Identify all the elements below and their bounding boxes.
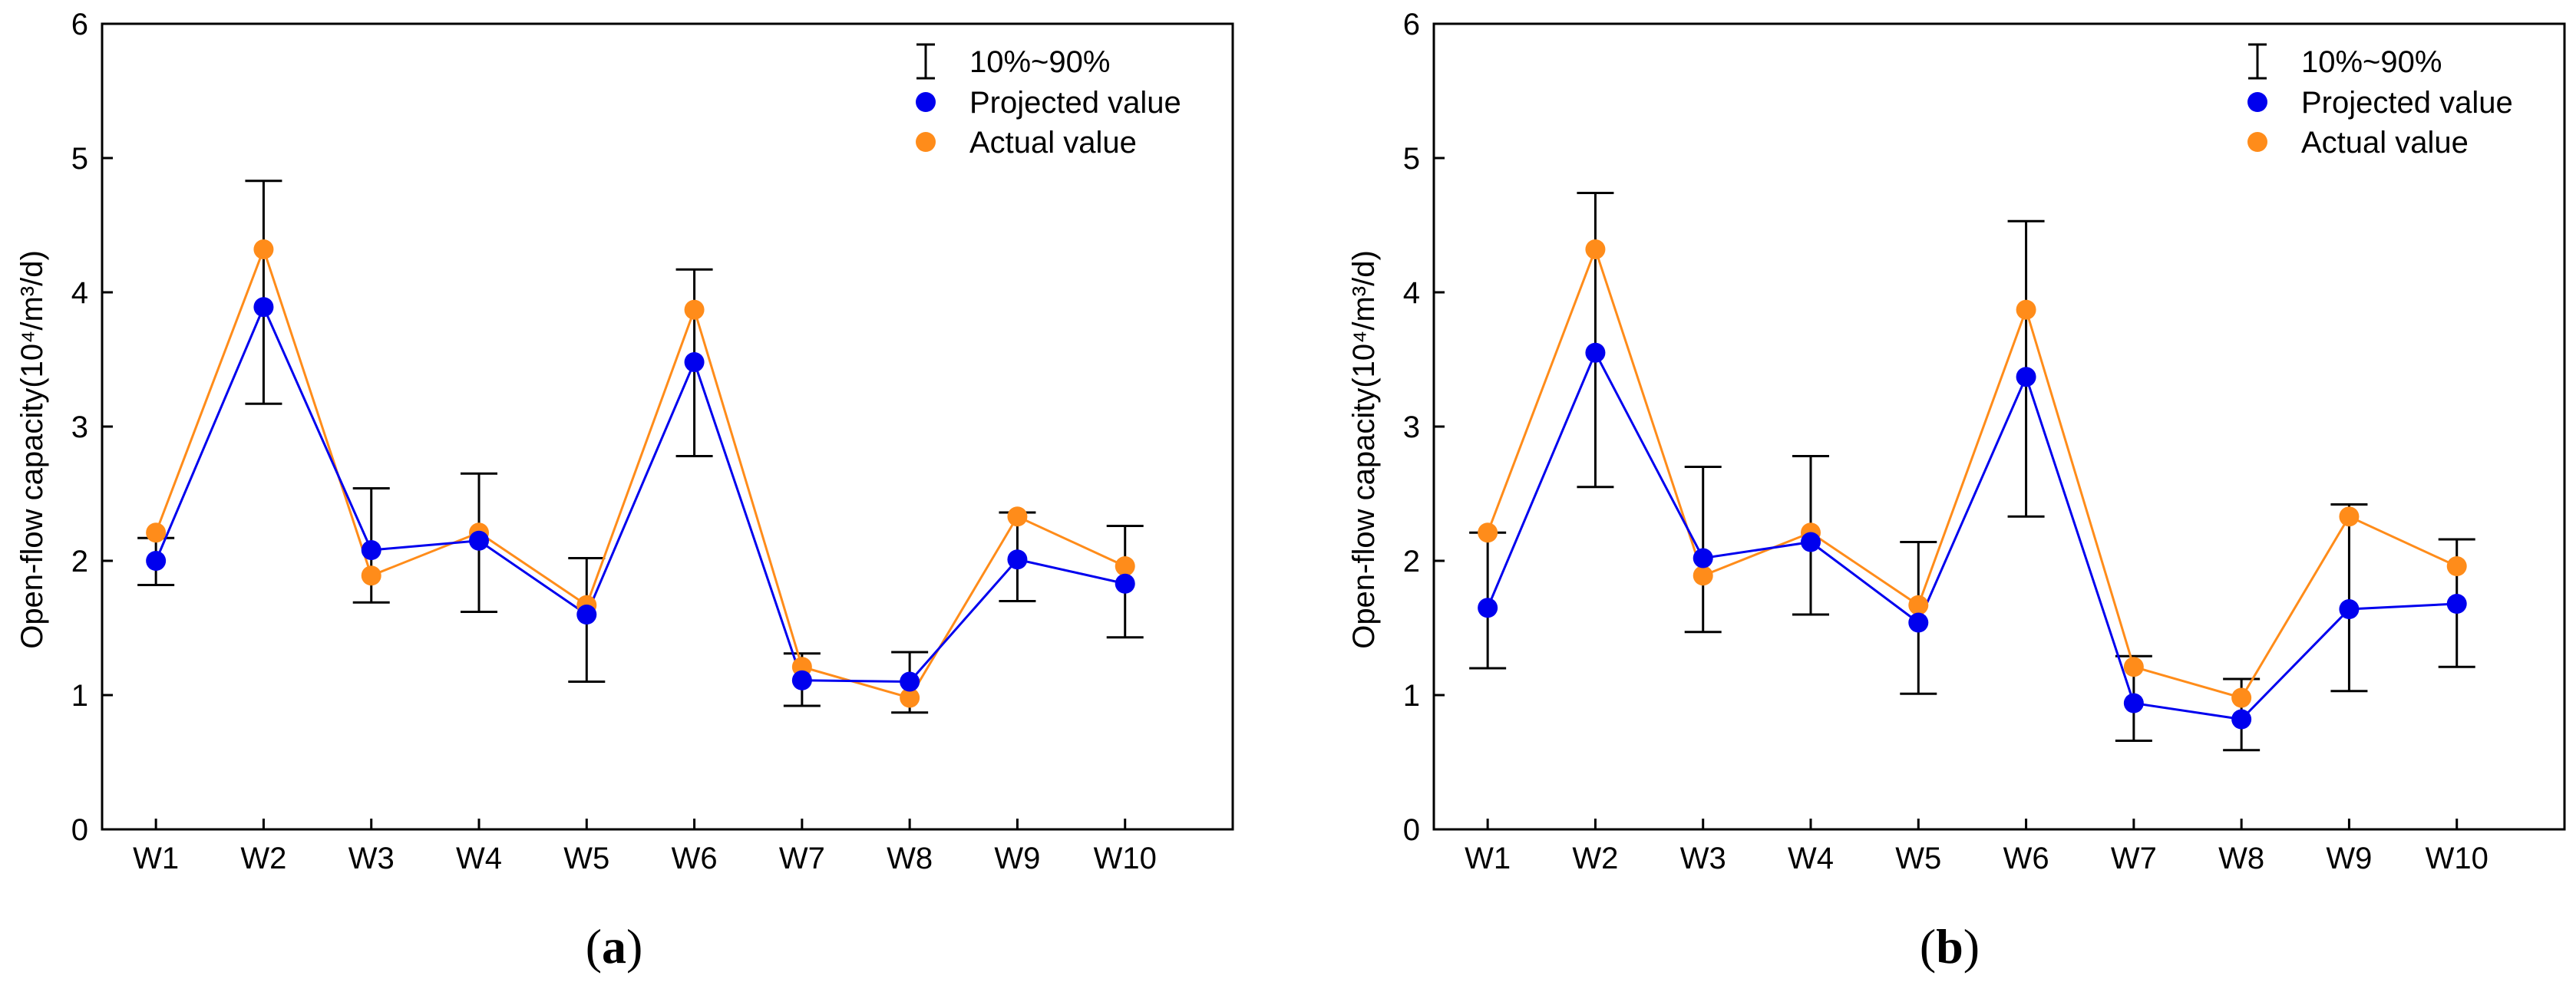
y-tick-label: 6 xyxy=(71,8,88,41)
data-point-actual xyxy=(1007,506,1028,527)
y-axis-title: Open-flow capacity(10⁴/m³/d) xyxy=(1347,250,1381,649)
data-point-actual xyxy=(361,565,381,586)
legend-label-projected: Projected value xyxy=(2301,86,2513,120)
x-tick-label: W10 xyxy=(2426,842,2488,875)
x-tick-label: W8 xyxy=(887,842,933,875)
data-point-actual xyxy=(2446,556,2467,576)
data-point-projected xyxy=(1007,549,1028,570)
x-tick-label: W3 xyxy=(1680,842,1726,875)
legend-label-actual: Actual value xyxy=(969,126,1137,160)
data-point-actual xyxy=(1693,565,1713,586)
data-point-actual xyxy=(1115,556,1135,576)
y-tick-label: 5 xyxy=(1403,142,1420,176)
x-tick-label: W3 xyxy=(348,842,395,875)
x-tick-label: W4 xyxy=(1788,842,1834,875)
data-point-projected xyxy=(1801,532,1821,552)
x-tick-label: W6 xyxy=(2003,842,2049,875)
data-point-projected xyxy=(2016,367,2036,387)
data-point-projected xyxy=(1908,612,1929,633)
data-point-projected xyxy=(1585,342,1606,363)
x-tick-label: W10 xyxy=(1094,842,1157,875)
x-tick-label: W4 xyxy=(456,842,502,875)
error-bar xyxy=(245,180,282,405)
series-line-actual xyxy=(1486,246,2458,700)
x-tick-label: W6 xyxy=(672,842,718,875)
y-tick-label: 3 xyxy=(1403,410,1420,444)
data-point-actual xyxy=(2339,506,2360,527)
x-tick-label: W1 xyxy=(1465,842,1511,875)
chart-panel-a: 0 1 2 3 4 5 6 W1 W2 W3 W4 W5 W6 W7 W8 W9 W10 Open-flow ca… xyxy=(15,8,1234,974)
legend-marker-projected xyxy=(916,92,936,112)
y-tick-label: 0 xyxy=(1403,813,1420,847)
legend-label-errorbar: 10%~90% xyxy=(2301,45,2442,79)
y-tick-label: 1 xyxy=(71,679,88,713)
x-tick-label: W9 xyxy=(2326,842,2372,875)
x-tick-label: W1 xyxy=(133,842,179,875)
data-point-actual xyxy=(1908,595,1929,615)
data-point-projected xyxy=(1115,573,1135,594)
data-point-actual xyxy=(2231,687,2252,708)
data-point-projected xyxy=(469,530,489,551)
data-point-projected xyxy=(576,605,597,625)
x-tick-label: W2 xyxy=(1572,842,1618,875)
legend-marker-actual xyxy=(2247,132,2267,152)
data-point-actual xyxy=(2016,299,2036,320)
y-tick-label: 0 xyxy=(71,813,88,847)
y-tick-label: 5 xyxy=(71,142,88,176)
data-point-projected xyxy=(2339,599,2360,619)
error-bar xyxy=(1577,192,1614,489)
data-point-projected xyxy=(1693,548,1713,569)
data-point-actual xyxy=(2123,657,2144,677)
y-tick-label: 3 xyxy=(71,410,88,444)
series-line-actual xyxy=(154,246,1126,700)
panel-label: (a) xyxy=(586,919,643,974)
y-tick-label: 4 xyxy=(1403,276,1420,310)
y-tick-label: 2 xyxy=(71,545,88,578)
error-bar xyxy=(2330,503,2368,693)
data-point-projected xyxy=(684,352,705,372)
legend-marker-actual xyxy=(916,132,936,152)
legend-marker-projected xyxy=(2247,92,2267,112)
legend: 10%~90% Projected value Actual value xyxy=(2247,43,2513,160)
x-tick-label: W8 xyxy=(2218,842,2264,875)
data-point-projected xyxy=(2446,594,2467,614)
data-point-projected xyxy=(361,540,381,560)
data-point-projected xyxy=(791,670,812,690)
data-point-actual xyxy=(1585,239,1606,259)
y-tick-label: 2 xyxy=(1403,545,1420,578)
data-point-projected xyxy=(253,297,274,318)
y-tick-label: 4 xyxy=(71,276,88,310)
legend-label-errorbar: 10%~90% xyxy=(969,45,1110,79)
panel-label: (b) xyxy=(1920,919,1980,974)
data-point-actual xyxy=(1478,522,1498,543)
data-point-actual xyxy=(253,239,274,259)
data-point-actual xyxy=(684,299,705,320)
data-point-projected xyxy=(900,671,920,692)
x-tick-label: W2 xyxy=(240,842,286,875)
y-tick-label: 1 xyxy=(1403,679,1420,713)
x-tick-label: W7 xyxy=(2111,842,2157,875)
data-point-projected xyxy=(2231,709,2252,730)
series-line-projected xyxy=(1486,350,2457,721)
legend: 10%~90% Projected value Actual value xyxy=(916,43,1181,160)
y-tick-label: 6 xyxy=(1403,8,1420,41)
x-tick-label: W9 xyxy=(994,842,1040,875)
data-point-actual xyxy=(900,687,920,708)
data-point-projected xyxy=(1478,598,1498,618)
data-point-projected xyxy=(146,551,167,571)
legend-label-actual: Actual value xyxy=(2301,126,2469,160)
data-point-actual xyxy=(146,522,167,543)
x-tick-label: W7 xyxy=(779,842,825,875)
legend-label-projected: Projected value xyxy=(969,86,1181,120)
data-point-projected xyxy=(2123,693,2144,714)
chart-panel-b: 0 1 2 3 4 5 6 W1 W2 W3 W4 W5 W6 W7 W8 W9 W10 Open-flow ca… xyxy=(1347,8,2566,974)
x-tick-label: W5 xyxy=(1895,842,1941,875)
x-tick-label: W5 xyxy=(563,842,609,875)
y-axis-title: Open-flow capacity(10⁴/m³/d) xyxy=(15,250,49,649)
series-line-projected xyxy=(154,304,1126,684)
